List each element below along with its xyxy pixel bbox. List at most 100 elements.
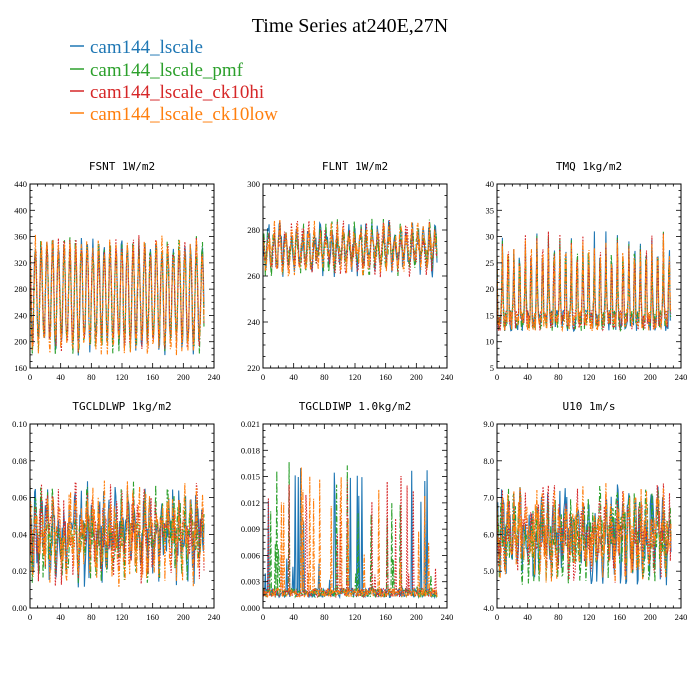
- legend-label: cam144_lscale_ck10hi: [90, 82, 264, 103]
- series-group: [497, 231, 672, 333]
- x-tick-label: 200: [644, 372, 657, 382]
- y-tick-label: 35: [486, 205, 495, 215]
- x-tick-label: 200: [410, 612, 423, 622]
- x-tick-label: 80: [554, 372, 563, 382]
- y-tick-label: 240: [14, 310, 27, 320]
- x-tick-label: 120: [349, 612, 362, 622]
- y-tick-label: 0.009: [241, 524, 260, 534]
- y-tick-label: 0.021: [241, 419, 260, 429]
- series-group: [30, 480, 205, 588]
- panel-title: FLNT 1W/m2: [322, 160, 388, 173]
- y-tick-label: 0.018: [241, 445, 260, 455]
- y-tick-label: 5: [490, 363, 494, 373]
- chart-panel: TMQ 1kg/m2 0 40 80 120 160 200 240 5 10 15 20 25 30 35…: [486, 160, 688, 382]
- legend-item: cam144_lscale_pmf: [70, 60, 244, 81]
- panel-grid: FSNT 1W/m20 40 80 120 160 200 2401602002402803…: [12, 160, 687, 622]
- y-tick-label: 25: [486, 258, 495, 268]
- series-line: [30, 234, 205, 356]
- y-tick-label: 40: [486, 179, 495, 189]
- legend-item: cam144_lscale_ck10low: [70, 104, 278, 125]
- y-tick-label: 0.012: [241, 498, 260, 508]
- x-tick-label: 40: [56, 612, 65, 622]
- y-tick-label: 280: [14, 284, 27, 294]
- y-tick-label: 7.0: [483, 493, 494, 503]
- y-tick-label: 20: [486, 284, 495, 294]
- series-group: [263, 218, 438, 278]
- series-line: [497, 234, 672, 333]
- x-tick-label: 160: [146, 612, 159, 622]
- x-tick-label: 240: [441, 612, 454, 622]
- chart-panel: FLNT 1W/m2 0 40 80 120 160 200 240 220 240 260 280 3…: [247, 160, 453, 382]
- y-tick-label: 0.02: [12, 566, 27, 576]
- y-tick-label: 10: [486, 337, 495, 347]
- x-tick-label: 240: [675, 372, 688, 382]
- x-tick-label: 160: [379, 372, 392, 382]
- y-tick-label: 440: [14, 179, 27, 189]
- x-tick-label: 160: [379, 612, 392, 622]
- series-line: [30, 481, 205, 583]
- series-group: [30, 234, 205, 356]
- legend-label: cam144_lscale_ck10low: [90, 104, 278, 125]
- panel-title: TMQ 1kg/m2: [556, 160, 622, 173]
- y-tick-label: 0.04: [12, 529, 28, 539]
- y-tick-label: 15: [486, 310, 495, 320]
- x-tick-label: 40: [523, 372, 532, 382]
- chart-panel: FSNT 1W/m2 0 40 80 120 160 200 240 160 200 240 280 3…: [14, 160, 220, 382]
- panel-title: U10 1m/s: [563, 400, 616, 413]
- y-tick-label: 360: [14, 232, 27, 242]
- x-tick-label: 240: [208, 612, 221, 622]
- y-tick-label: 0.00: [12, 603, 27, 613]
- x-tick-label: 240: [675, 612, 688, 622]
- plot-frame: [262, 183, 448, 369]
- x-tick-label: 40: [289, 612, 298, 622]
- chart-panel: TGCLDIWP 1.0kg/m2 0 40 80 120 160 200 240 0.000 0…: [241, 400, 454, 622]
- x-tick-label: 0: [28, 372, 32, 382]
- x-tick-label: 40: [523, 612, 532, 622]
- series-line: [497, 231, 672, 332]
- legend: cam144_lscale cam144_lscale_pmf cam144_l…: [70, 37, 278, 125]
- y-tick-label: 400: [14, 205, 27, 215]
- x-tick-label: 0: [495, 372, 499, 382]
- x-tick-label: 80: [87, 372, 96, 382]
- figure-title: Time Series at240E,27N: [252, 15, 448, 37]
- y-tick-label: 0.10: [12, 419, 27, 429]
- y-tick-label: 160: [14, 363, 27, 373]
- x-tick-label: 200: [644, 612, 657, 622]
- x-tick-label: 80: [320, 612, 329, 622]
- x-tick-label: 80: [320, 372, 329, 382]
- y-tick-label: 6.0: [483, 529, 494, 539]
- chart-panel: U10 1m/s 0 40 80 120 160 200 240 4.0 5.0 6.0 7.0 8.0…: [483, 400, 687, 622]
- legend-item: cam144_lscale: [70, 37, 203, 58]
- y-tick-label: 30: [486, 232, 495, 242]
- x-tick-label: 40: [56, 372, 65, 382]
- y-tick-label: 300: [247, 179, 260, 189]
- panel-title: TGCLDIWP 1.0kg/m2: [299, 400, 412, 413]
- series-line: [30, 480, 205, 588]
- panel-title: FSNT 1W/m2: [89, 160, 155, 173]
- series-line: [263, 475, 438, 599]
- y-tick-label: 200: [14, 337, 27, 347]
- legend-label: cam144_lscale_pmf: [90, 60, 244, 81]
- x-tick-label: 120: [116, 372, 129, 382]
- y-tick-label: 0.08: [12, 456, 27, 466]
- legend-item: cam144_lscale_ck10hi: [70, 82, 264, 103]
- x-tick-label: 80: [87, 612, 96, 622]
- y-tick-label: 260: [247, 271, 260, 281]
- x-tick-label: 0: [261, 612, 265, 622]
- x-tick-label: 240: [441, 372, 454, 382]
- x-tick-label: 120: [116, 612, 129, 622]
- y-tick-label: 8.0: [483, 456, 494, 466]
- y-tick-label: 5.0: [483, 566, 494, 576]
- series-line: [30, 480, 205, 586]
- x-tick-label: 160: [613, 612, 626, 622]
- series-line: [263, 467, 438, 599]
- x-tick-label: 200: [410, 372, 423, 382]
- x-tick-label: 80: [554, 612, 563, 622]
- legend-label: cam144_lscale: [90, 37, 203, 58]
- chart-panel: TGCLDLWP 1kg/m2 0 40 80 120 160 200 240 0.00 0.02…: [12, 400, 220, 622]
- x-tick-label: 0: [495, 612, 499, 622]
- x-tick-label: 160: [146, 372, 159, 382]
- series-line: [263, 462, 438, 599]
- x-tick-label: 240: [208, 372, 221, 382]
